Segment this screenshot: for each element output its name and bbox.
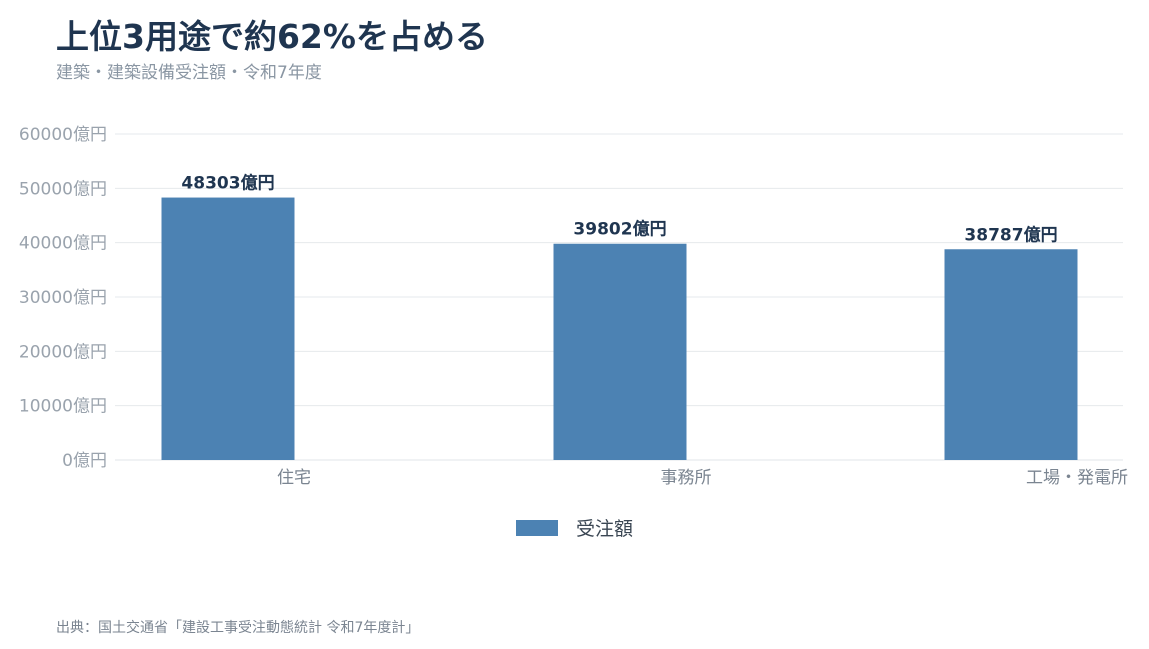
- y-tick-label: 40000億円: [19, 234, 107, 254]
- chart-subtitle: 建築・建築設備受注額・令和7年度: [56, 63, 322, 83]
- bar: [161, 197, 295, 460]
- x-axis-ticks: 住宅 事務所 工場・発電所: [277, 468, 1128, 488]
- data-label: 48303億円: [181, 173, 274, 194]
- legend-label: 受注額: [575, 518, 633, 540]
- bar: [553, 243, 687, 460]
- data-labels: 48303億円 39802億円 38787億円: [181, 173, 1057, 246]
- bar-chart: 0億円 10000億円 20000億円 30000億円 40000億円 50000億円 60…: [19, 125, 1128, 488]
- y-tick-label: 30000億円: [19, 288, 107, 308]
- x-tick-label: 事務所: [661, 468, 712, 488]
- data-label: 38787億円: [964, 224, 1057, 245]
- chart-title: 上位3用途で約62%を占める: [56, 17, 488, 56]
- x-tick-label: 工場・発電所: [1026, 468, 1128, 488]
- y-tick-label: 10000億円: [19, 397, 107, 417]
- x-tick-label: 住宅: [277, 468, 311, 488]
- y-tick-label: 0億円: [62, 451, 107, 471]
- legend-swatch: [515, 519, 558, 536]
- source-note: 出典：国土交通省「建設工事受注動態統計 令和7年度計」: [56, 620, 420, 636]
- legend: 受注額: [0, 514, 1149, 541]
- y-tick-label: 50000億円: [19, 179, 107, 199]
- bar: [944, 249, 1078, 460]
- y-tick-label: 60000億円: [19, 125, 107, 145]
- data-label: 39802億円: [573, 219, 666, 240]
- bars: [161, 197, 1078, 460]
- y-axis-ticks: 0億円 10000億円 20000億円 30000億円 40000億円 50000億円 60…: [19, 125, 107, 471]
- y-tick-label: 20000億円: [19, 342, 107, 362]
